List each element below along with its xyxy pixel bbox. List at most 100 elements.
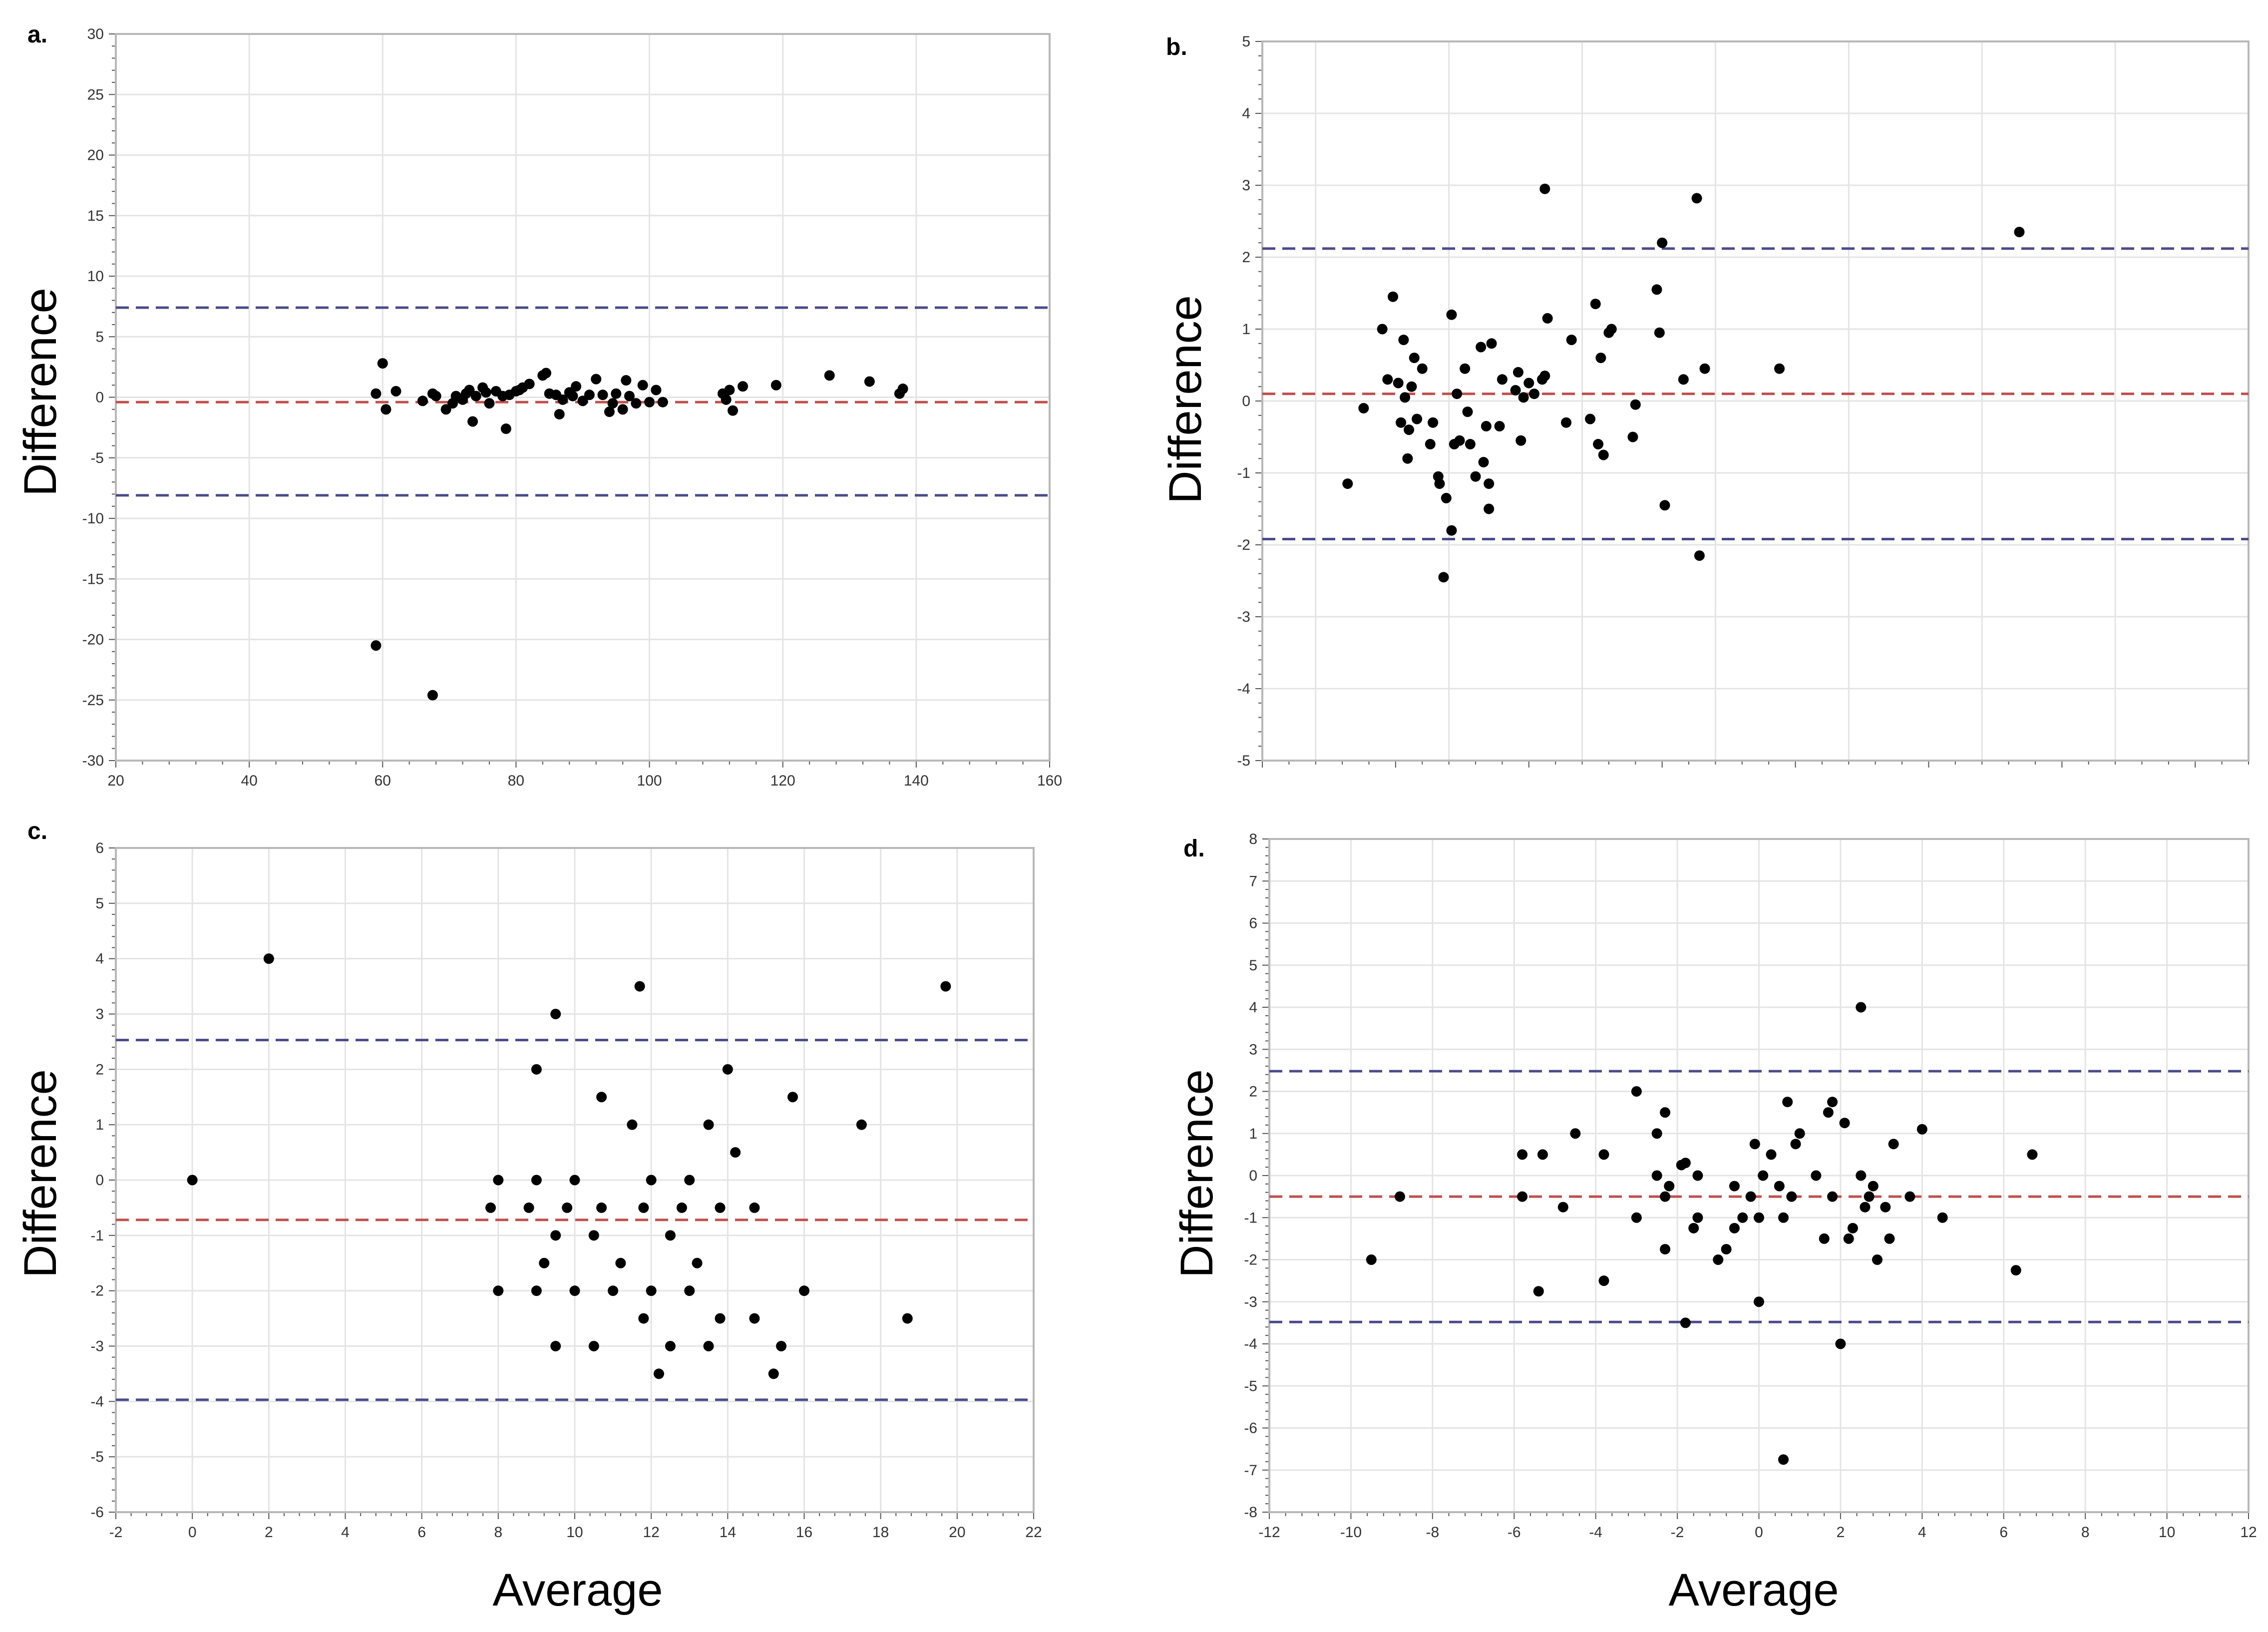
panel-c-data-point <box>749 1313 760 1324</box>
panel-c-x-tick-label: 18 <box>872 1524 889 1541</box>
panel-b-data-point <box>1606 324 1617 335</box>
panel-b-data-point <box>1539 183 1550 194</box>
panel-d-data-point <box>1713 1254 1724 1265</box>
panel-a-y-tick-label: -20 <box>82 632 104 648</box>
panel-a-frame <box>115 33 1051 762</box>
panel-d-data-point <box>1651 1170 1662 1181</box>
panel-a-y-tick-label: 20 <box>87 147 104 164</box>
panel-d-frame <box>1268 838 2250 1513</box>
panel-c-data-point <box>550 1009 561 1019</box>
panel-b-data-point <box>1561 417 1572 428</box>
panel-c-data-point <box>531 1285 542 1296</box>
panel-d-data-point <box>1651 1128 1662 1139</box>
panel-b-data-point <box>1774 363 1785 374</box>
panel-d-data-point <box>1366 1254 1377 1265</box>
panel-b-data-point <box>1358 403 1369 413</box>
panel-c-data-point <box>676 1202 687 1213</box>
panel-d-x-tick-label: -8 <box>1426 1524 1439 1541</box>
panel-c-data-point <box>799 1285 809 1296</box>
panel-b-data-point <box>1542 313 1553 324</box>
panel-c-frame <box>115 847 1035 1513</box>
panel-b-data-point <box>1409 353 1420 364</box>
panel-b-data-point <box>1438 572 1449 583</box>
panel-a-data-point <box>371 640 381 651</box>
panel-c-data-point <box>263 953 274 964</box>
panel-c-data-point <box>485 1202 496 1213</box>
panel-d-data-point <box>1860 1202 1871 1213</box>
panel-c-data-point <box>646 1175 657 1186</box>
panel-d-data-point <box>1517 1191 1528 1202</box>
panel-b-data-point <box>1398 335 1409 346</box>
panel-d-data-point <box>1782 1097 1793 1108</box>
panel-b-data-point <box>1404 424 1415 435</box>
panel-d-data-point <box>2010 1265 2021 1276</box>
panel-d-y-tick-label: 3 <box>1249 1041 1257 1058</box>
panel-d-y-tick-label: -6 <box>1244 1420 1257 1437</box>
panel-a-x-tick-label: 40 <box>241 773 257 789</box>
panel-a-data-point <box>577 396 588 407</box>
panel-a-y-tick-label: -5 <box>90 450 104 466</box>
panel-c-data-point <box>523 1202 534 1213</box>
panel-d-data-point <box>1570 1128 1581 1139</box>
panel-d-y-tick-label: 1 <box>1249 1126 1257 1142</box>
panel-a-data-point <box>371 388 381 399</box>
panel-d: d. Difference Average -8-7-6-5-4-3-2-101… <box>1171 831 2257 1616</box>
panel-d-data-point <box>1692 1170 1703 1181</box>
panel-a-data-point <box>584 390 595 401</box>
panel-d-data-point <box>1517 1149 1528 1160</box>
panel-d-data-point <box>1557 1202 1568 1213</box>
panel-d-data-point <box>2027 1149 2038 1160</box>
panel-b-data-point <box>1518 392 1529 403</box>
panel-a-data-point <box>724 385 735 396</box>
panel-d-data-point <box>1754 1296 1764 1307</box>
panel-a-data-point <box>607 398 618 409</box>
panel-d-data-point <box>1660 1191 1671 1202</box>
panel-c-data-point <box>692 1257 703 1268</box>
panel-a-data-point <box>624 391 635 402</box>
panel-d-data-point <box>1856 1170 1867 1181</box>
panel-d-data-point <box>1847 1223 1858 1233</box>
panel-d-data-point <box>1680 1158 1691 1169</box>
panel-c-data-point <box>638 1202 649 1213</box>
panel-b-data-point <box>1494 420 1505 431</box>
panel-d-x-axis-title: Average <box>1668 1565 1839 1616</box>
panel-c-y-tick-label: -1 <box>90 1227 104 1244</box>
panel-b-data-point <box>1476 342 1487 353</box>
panel-a-data-point <box>440 404 451 415</box>
panel-a-y-tick-label: -25 <box>82 692 104 709</box>
panel-d-data-point <box>1729 1181 1740 1192</box>
panel-a-data-point <box>500 423 511 434</box>
panel-a-data-point <box>657 397 668 408</box>
panel-b-y-tick-label: 5 <box>1242 33 1250 50</box>
panel-d-y-tick-label: -4 <box>1244 1336 1257 1352</box>
panel-d-data-point <box>1688 1223 1699 1233</box>
panel-a-x-tick-label: 160 <box>1037 773 1062 789</box>
panel-b-y-tick-label: -4 <box>1237 681 1250 697</box>
panel-a-data-point <box>738 381 749 392</box>
panel-a-data-point <box>897 384 908 395</box>
panel-d-data-point <box>1692 1212 1703 1223</box>
panel-b-data-point <box>1417 363 1428 374</box>
panel-b-data-point <box>1396 417 1407 428</box>
panel-d-data-point <box>1631 1086 1642 1097</box>
panel-d-y-tick-label: 5 <box>1249 957 1257 974</box>
panel-b-data-point <box>1393 378 1404 389</box>
panel-a-y-axis-title: Difference <box>15 288 66 496</box>
panel-d-data-point <box>1758 1170 1769 1181</box>
panel-a-data-point <box>770 380 781 391</box>
panel-d-data-point <box>1737 1212 1748 1223</box>
panel-a-data-point <box>617 404 628 415</box>
panel-b-data-point <box>1454 435 1465 446</box>
panel-c-data-point <box>569 1285 580 1296</box>
panel-d-x-tick-label: -6 <box>1508 1524 1521 1541</box>
panel-b-data-point <box>1452 389 1463 400</box>
panel-d-data-point <box>1664 1181 1675 1192</box>
panel-b-y-tick-label: 4 <box>1242 105 1250 122</box>
panel-d-data-point <box>1794 1128 1805 1139</box>
panel-c-data-point <box>787 1092 798 1103</box>
panel-c-y-tick-label: 1 <box>95 1117 104 1133</box>
panel-d-x-tick-label: 4 <box>1918 1524 1926 1541</box>
panel-a-data-point <box>427 690 438 701</box>
panel-a-data-point <box>390 386 401 397</box>
